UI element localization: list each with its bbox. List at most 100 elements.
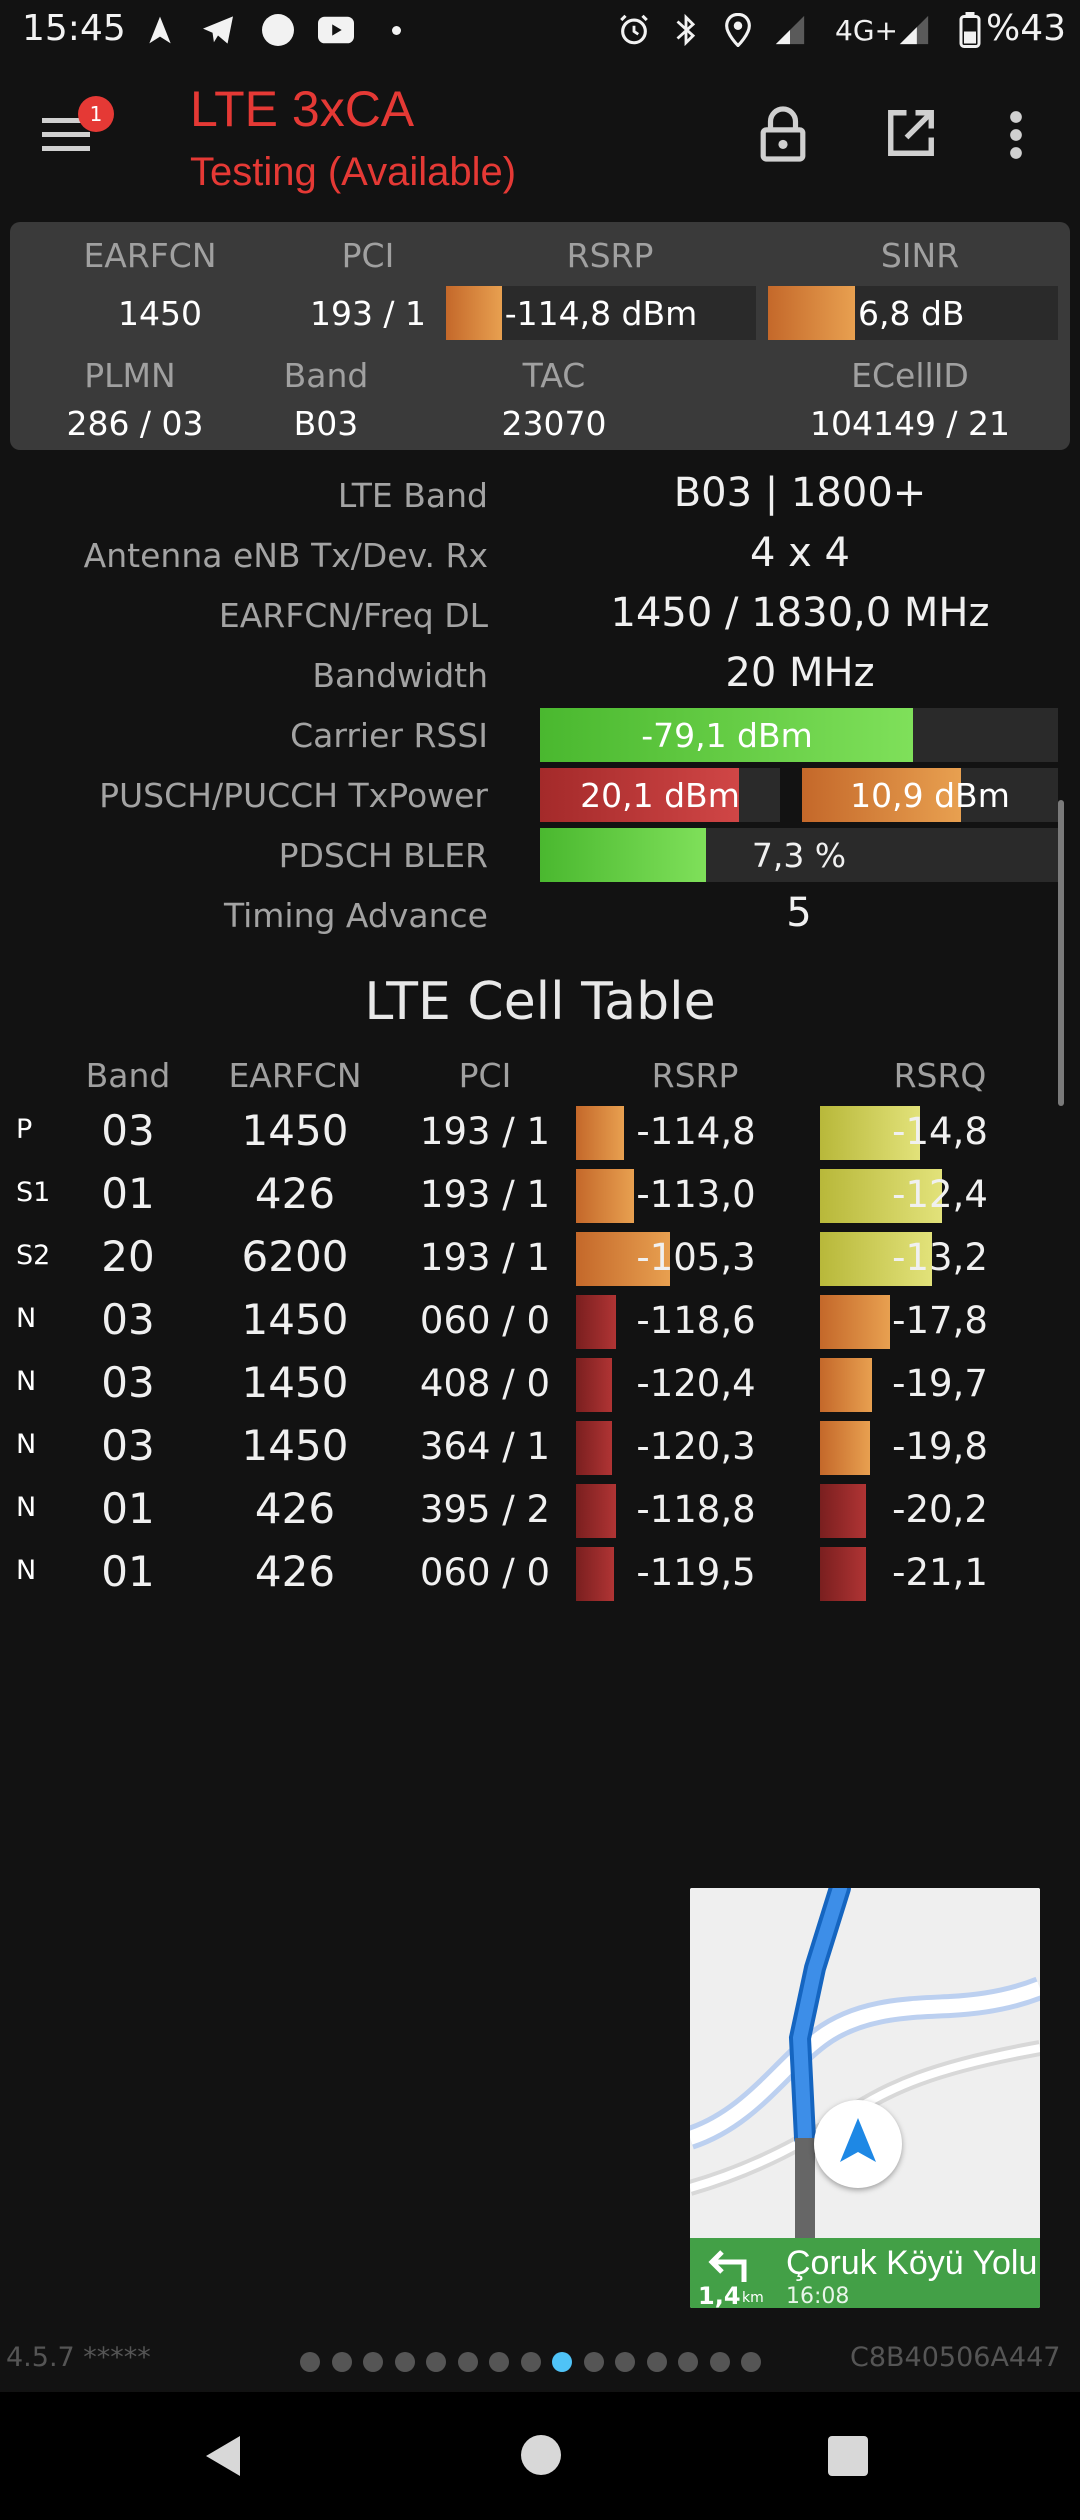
antenna-label: Antenna eNB Tx/Dev. Rx <box>83 536 488 575</box>
page-dot[interactable] <box>426 2352 446 2372</box>
row-band: 03 <box>101 1421 155 1470</box>
distance-unit: km <box>742 2290 764 2306</box>
scrollbar[interactable] <box>1058 800 1064 1106</box>
cell-table-body: P 03 1450 193 / 1 -114,8 -14,8 S1 01 426… <box>0 1100 1080 1601</box>
page-dot[interactable] <box>331 2352 352 2372</box>
row-band: 03 <box>101 1106 155 1155</box>
row-rsrq-bar <box>820 1421 1060 1475</box>
pusch-bar-fill <box>540 768 740 822</box>
row-rsrq: -13,2 <box>892 1236 988 1279</box>
rssi-bar-fill <box>540 708 913 762</box>
rssi-label: Carrier RSSI <box>290 716 488 755</box>
bler-bar-fill <box>540 828 706 882</box>
rsrp-bar-fill <box>576 1169 634 1223</box>
sinr-bar: 6,8 dB <box>768 286 1058 340</box>
back-button[interactable] <box>200 2432 250 2482</box>
row-rsrq: -19,8 <box>892 1425 988 1468</box>
notification-badge: 1 <box>78 96 114 132</box>
open-external-button[interactable] <box>884 106 940 166</box>
table-row: N 01 426 395 / 2 -118,8 -20,2 <box>0 1478 1080 1541</box>
recents-button[interactable] <box>826 2434 870 2478</box>
home-icon <box>521 2435 561 2475</box>
row-rsrp-bar <box>576 1106 816 1160</box>
row-pci: 193 / 1 <box>419 1236 551 1279</box>
row-rsrq: -20,2 <box>892 1488 988 1531</box>
page-dot[interactable] <box>678 2352 698 2372</box>
table-row: S2 20 6200 193 / 1 -105,3 -13,2 <box>0 1226 1080 1289</box>
rsrq-bar-fill <box>820 1295 890 1349</box>
header-sinr: SINR <box>880 236 960 275</box>
row-pci: 408 / 0 <box>419 1362 551 1405</box>
row-rsrp: -118,8 <box>636 1488 756 1531</box>
app-subtitle: Testing (Available) <box>190 150 517 194</box>
rsrp-bar-fill <box>576 1232 670 1286</box>
page-dot[interactable] <box>583 2352 604 2372</box>
bler-label: PDSCH BLER <box>278 836 488 875</box>
row-rsrq: -12,4 <box>892 1173 988 1216</box>
row-rsrq: -19,7 <box>892 1362 988 1405</box>
menu-button[interactable] <box>40 112 100 162</box>
direction-panel: 1,4 km Çoruk Köyü Yolu 16:08 <box>690 2238 1040 2308</box>
row-tag: S2 <box>16 1240 51 1271</box>
bandwidth-label: Bandwidth <box>312 656 488 695</box>
sinr-value: 6,8 dB <box>858 294 965 333</box>
lock-button[interactable] <box>758 104 814 168</box>
row-earfcn: 6200 <box>241 1232 349 1281</box>
col-rsrp: RSRP <box>651 1056 739 1095</box>
rssi-value: -79,1 dBm <box>641 716 813 755</box>
pusch-value: 20,1 dBm <box>580 776 740 815</box>
row-earfcn: 1450 <box>241 1106 349 1155</box>
page-dot[interactable] <box>741 2352 761 2372</box>
page-dot[interactable] <box>615 2352 635 2372</box>
page-indicator[interactable] <box>300 2350 780 2374</box>
page-dot[interactable] <box>709 2352 730 2372</box>
header-ecellid: ECellID <box>851 356 969 395</box>
cell-table-title: LTE Cell Table <box>364 972 716 1032</box>
row-rsrq-bar <box>820 1232 1060 1286</box>
battery-icon <box>952 12 988 48</box>
more-options-button[interactable] <box>1006 108 1036 168</box>
back-icon <box>206 2436 240 2476</box>
cell-table-header: Band EARFCN PCI RSRP RSRQ <box>0 1050 1080 1100</box>
status-bar: 15:45 4G+ %43 <box>0 0 1080 62</box>
page-dot[interactable] <box>457 2352 478 2372</box>
row-tag: N <box>16 1492 37 1523</box>
signal-icon <box>772 12 808 48</box>
rsrq-bar-fill <box>820 1358 872 1412</box>
col-pci: PCI <box>458 1056 512 1095</box>
rssi-bar: -79,1 dBm <box>540 708 1058 762</box>
row-rsrq-bar <box>820 1358 1060 1412</box>
row-rsrp: -120,3 <box>636 1425 756 1468</box>
row-rsrp-bar <box>576 1484 816 1538</box>
rsrq-bar-fill <box>820 1484 866 1538</box>
home-button[interactable] <box>518 2432 564 2478</box>
rsrp-bar-fill <box>576 1547 614 1601</box>
signal-icon <box>896 12 932 48</box>
rsrp-value: -114,8 dBm <box>504 294 698 333</box>
page-dot[interactable] <box>552 2352 572 2372</box>
youtube-icon <box>318 12 354 48</box>
bandwidth-value: 20 MHz <box>725 650 875 696</box>
page-dot[interactable] <box>520 2352 541 2372</box>
page-dot[interactable] <box>489 2352 509 2372</box>
system-nav-bar <box>0 2392 1080 2520</box>
navigation-popup[interactable]: 1,4 km Çoruk Köyü Yolu 16:08 <box>690 1888 1040 2308</box>
header-pci: PCI <box>341 236 395 275</box>
row-earfcn: 426 <box>254 1547 336 1596</box>
page-dot[interactable] <box>646 2352 667 2372</box>
row-pci: 395 / 2 <box>419 1488 551 1531</box>
eta-time: 16:08 <box>786 2284 850 2308</box>
page-dot[interactable] <box>300 2352 320 2372</box>
row-rsrp-bar <box>576 1232 816 1286</box>
rsrp-bar-fill <box>576 1484 616 1538</box>
row-band: 20 <box>101 1232 155 1281</box>
rsrp-bar-fill <box>446 286 502 340</box>
row-band: 03 <box>101 1295 155 1344</box>
rsrp-bar-fill <box>576 1106 624 1160</box>
location-icon <box>720 12 756 48</box>
page-dot[interactable] <box>394 2352 415 2372</box>
ecellid-value: 104149 / 21 <box>809 404 1011 443</box>
more-vert-icon <box>1010 111 1022 159</box>
page-dot[interactable] <box>363 2352 383 2372</box>
row-rsrp: -113,0 <box>636 1173 756 1216</box>
